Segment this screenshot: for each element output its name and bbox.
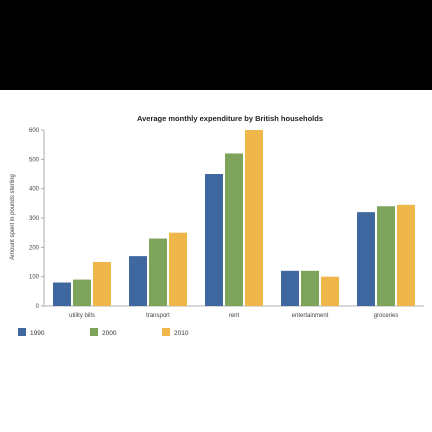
x-tick-label: utility bills [69,313,95,319]
y-tick-label: 100 [29,275,40,281]
bar-1990-utility-bills [53,282,71,306]
top-black-band [0,0,432,90]
x-tick-label: entertainment [292,313,329,319]
chart-container: Average monthly expenditure by British h… [0,90,432,432]
y-tick-label: 400 [29,187,40,193]
legend-label-2000: 2000 [102,330,117,337]
x-tick-label: rent [229,313,240,319]
bar-2010-groceries [397,204,415,306]
legend: 1990 2000 2010 [18,328,189,337]
bar-2000-rent [225,153,243,306]
legend-swatch-2010 [162,328,170,336]
bar-2000-groceries [377,206,395,306]
y-tick-label: 500 [29,157,40,163]
bar-2010-utility-bills [93,262,111,306]
bar-2010-rent [245,130,263,306]
bars: utility bills transport rent entertainment g… [53,130,415,319]
bar-2000-utility-bills [73,279,91,306]
bar-2000-entertainment [301,270,319,306]
bar-1990-transport [129,256,147,306]
legend-label-2010: 2010 [174,330,189,337]
y-tick-label: 600 [29,128,40,134]
x-tick-label: transport [146,313,170,319]
y-axis-label: Amount spent in pounds sterling [10,174,16,260]
legend-label-1990: 1990 [30,330,45,337]
legend-swatch-2000 [90,328,98,336]
bar-2000-transport [149,238,167,306]
chart-title: Average monthly expenditure by British h… [137,114,323,123]
bar-1990-entertainment [281,270,299,306]
bar-1990-rent [205,174,223,306]
bar-chart: Average monthly expenditure by British h… [10,114,424,337]
y-tick-label: 200 [29,245,40,251]
bar-2010-transport [169,232,187,306]
bar-1990-groceries [357,212,375,306]
legend-swatch-1990 [18,328,26,336]
bar-2010-entertainment [321,276,339,306]
x-tick-label: groceries [374,313,399,319]
y-tick-label: 0 [36,304,40,310]
y-tick-label: 300 [29,216,40,222]
